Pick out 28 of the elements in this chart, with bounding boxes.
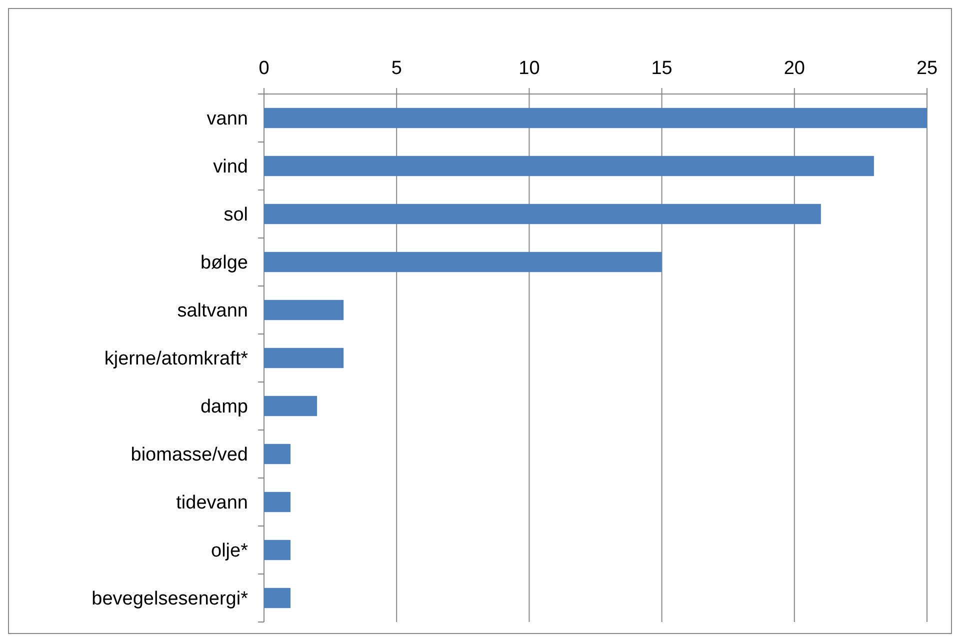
y-tick-label: bølge [200, 252, 248, 274]
y-tick-label: vann [206, 108, 248, 130]
bar [264, 492, 291, 512]
x-tick-label: 25 [916, 58, 938, 79]
y-tick-label: olje* [211, 540, 249, 562]
x-tick-label: 15 [651, 58, 672, 79]
x-tick-label: 20 [784, 58, 805, 79]
bar [264, 444, 291, 464]
y-tick-label: damp [200, 396, 248, 418]
bar [264, 156, 874, 176]
x-tick-label: 0 [258, 58, 270, 79]
x-tick-label: 10 [518, 58, 540, 79]
bar [264, 588, 291, 608]
y-tick-label: vind [213, 156, 248, 178]
x-tick-label: 5 [391, 58, 402, 79]
y-tick-label: bevegelsesenergi* [92, 588, 249, 610]
y-tick-label: tidevann [176, 492, 248, 514]
bar [264, 108, 927, 128]
bar [264, 252, 662, 272]
bar [264, 348, 344, 368]
y-tick-label: saltvann [177, 300, 248, 322]
y-tick-label: kjerne/atomkraft* [104, 348, 249, 370]
bar [264, 204, 821, 224]
bar [264, 300, 344, 320]
bar [264, 396, 318, 416]
y-tick-label: sol [224, 204, 248, 226]
y-tick-label: biomasse/ved [130, 444, 248, 466]
bar [264, 540, 291, 560]
